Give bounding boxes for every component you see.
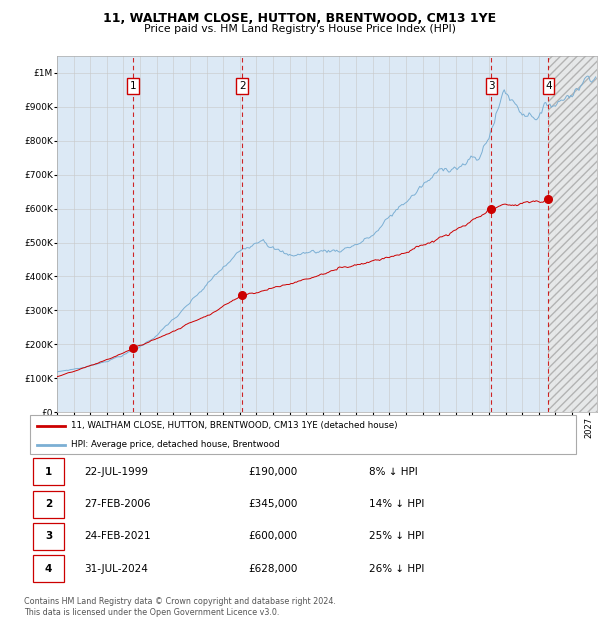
Text: 27-FEB-2006: 27-FEB-2006 <box>85 499 151 509</box>
FancyBboxPatch shape <box>33 458 64 485</box>
Text: £345,000: £345,000 <box>248 499 298 509</box>
Text: 31-JUL-2024: 31-JUL-2024 <box>85 564 148 574</box>
Text: 3: 3 <box>45 531 52 541</box>
Text: 24-FEB-2021: 24-FEB-2021 <box>85 531 151 541</box>
Text: 14% ↓ HPI: 14% ↓ HPI <box>368 499 424 509</box>
Text: 2: 2 <box>45 499 52 509</box>
Text: Contains HM Land Registry data © Crown copyright and database right 2024.
This d: Contains HM Land Registry data © Crown c… <box>24 598 336 617</box>
FancyBboxPatch shape <box>33 490 64 518</box>
Text: 1: 1 <box>45 467 52 477</box>
Bar <box>548 56 597 412</box>
Text: 1: 1 <box>130 81 136 91</box>
Text: 4: 4 <box>545 81 552 91</box>
Text: 8% ↓ HPI: 8% ↓ HPI <box>368 467 417 477</box>
FancyBboxPatch shape <box>33 555 64 582</box>
Text: 3: 3 <box>488 81 495 91</box>
Text: £600,000: £600,000 <box>248 531 298 541</box>
FancyBboxPatch shape <box>30 415 576 454</box>
Text: Price paid vs. HM Land Registry's House Price Index (HPI): Price paid vs. HM Land Registry's House … <box>144 24 456 33</box>
Text: HPI: Average price, detached house, Brentwood: HPI: Average price, detached house, Bren… <box>71 440 280 450</box>
Text: 26% ↓ HPI: 26% ↓ HPI <box>368 564 424 574</box>
Text: 2: 2 <box>239 81 245 91</box>
Text: 11, WALTHAM CLOSE, HUTTON, BRENTWOOD, CM13 1YE: 11, WALTHAM CLOSE, HUTTON, BRENTWOOD, CM… <box>103 12 497 25</box>
Text: 22-JUL-1999: 22-JUL-1999 <box>85 467 149 477</box>
Text: £190,000: £190,000 <box>248 467 298 477</box>
FancyBboxPatch shape <box>33 523 64 550</box>
Text: £628,000: £628,000 <box>248 564 298 574</box>
Text: 11, WALTHAM CLOSE, HUTTON, BRENTWOOD, CM13 1YE (detached house): 11, WALTHAM CLOSE, HUTTON, BRENTWOOD, CM… <box>71 421 398 430</box>
Text: 25% ↓ HPI: 25% ↓ HPI <box>368 531 424 541</box>
Text: 4: 4 <box>45 564 52 574</box>
